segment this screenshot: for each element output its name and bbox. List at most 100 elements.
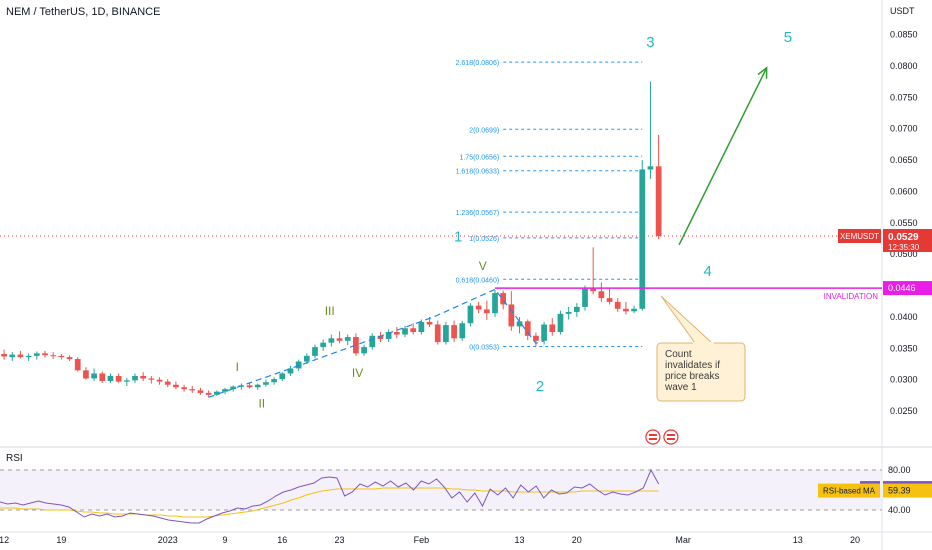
- candle-bearish: [426, 321, 433, 325]
- candle-bullish: [573, 306, 580, 312]
- candle-bullish: [647, 166, 654, 170]
- candle-bearish: [549, 324, 556, 333]
- candle-bullish: [279, 373, 286, 380]
- candle-bearish: [655, 166, 662, 236]
- candle-bullish: [33, 353, 40, 356]
- time-tick-label: 13: [793, 535, 803, 545]
- candle-bearish: [197, 390, 204, 393]
- time-tick-label: 2023: [158, 535, 178, 545]
- candle-bearish: [475, 305, 482, 310]
- last-price-value: 0.0529: [888, 232, 919, 243]
- impulse-wave-label: 5: [784, 29, 792, 46]
- candle-bullish: [132, 375, 138, 381]
- candle-bullish: [385, 332, 392, 339]
- candle-bearish: [410, 328, 417, 333]
- candle-bearish: [115, 375, 122, 382]
- candle-bearish: [614, 301, 621, 309]
- candle-bearish: [623, 308, 629, 312]
- candle-bullish: [582, 288, 588, 307]
- rsi-ma-value-badge[interactable]: [883, 483, 932, 498]
- time-axis[interactable]: 12 19 2023 9 16 23 Feb 13 20 Mar 13 20: [0, 531, 932, 545]
- price-tick-label: 0.0600: [890, 186, 918, 196]
- time-tick-label: Mar: [675, 535, 691, 545]
- price-tick-label: 0.0650: [890, 155, 918, 165]
- time-tick-label: 16: [277, 535, 287, 545]
- candle-bullish: [263, 382, 269, 385]
- fib-level-label: 0(0.0353): [469, 344, 499, 351]
- candle-bullish: [557, 313, 564, 333]
- last-price-badge[interactable]: [883, 228, 932, 252]
- invalidation-price-badge[interactable]: [883, 281, 932, 296]
- us-event-flag-icon[interactable]: [645, 429, 661, 445]
- candle-bearish: [353, 337, 359, 354]
- candle-bullish: [303, 355, 310, 362]
- candle-bearish: [156, 379, 163, 382]
- wave-5-projection-arrow[interactable]: [678, 67, 768, 246]
- candle-bullish: [402, 328, 408, 335]
- candle-bullish: [91, 373, 97, 379]
- candle-bearish: [74, 359, 81, 371]
- time-tick-label: 23: [335, 535, 345, 545]
- candle-bullish: [492, 293, 498, 314]
- candle-bearish: [1, 353, 7, 357]
- candle-bullish: [639, 169, 646, 309]
- candle-bullish: [328, 338, 335, 343]
- rsi-ma-name-label: RSI-based MA: [823, 487, 876, 496]
- elliott-wave-annotations[interactable]: INVALIDATION12345IIIIIIIVVCountinvalidat…: [208, 29, 882, 445]
- rsi-ma-name-badge[interactable]: [818, 483, 880, 498]
- time-tick-label: 9: [222, 535, 227, 545]
- price-tick-label: 0.0250: [890, 406, 918, 416]
- candle-countdown: 12:35:30: [888, 243, 920, 252]
- flag-stripe: [648, 438, 657, 440]
- candle-bearish: [189, 389, 196, 391]
- candle-bearish: [58, 355, 65, 358]
- wave-path: [208, 288, 545, 398]
- candle-bearish: [246, 385, 253, 388]
- impulse-wave-label: 4: [704, 263, 712, 280]
- candle-bullish: [107, 375, 114, 381]
- sub-wave-label: I: [236, 360, 239, 374]
- price-axis[interactable]: USDT 0.0850 0.0800 0.0750 0.0700 0.0650 0.0600…: [838, 6, 932, 416]
- candle-bearish: [140, 375, 147, 379]
- note-text-line: price breaks: [665, 371, 719, 382]
- candle-bullish: [516, 321, 523, 327]
- fib-level-label: 1.75(0.0656): [459, 154, 499, 161]
- candle-bullish: [9, 354, 16, 358]
- us-event-flag-icon[interactable]: [663, 429, 679, 445]
- candle-bullish: [320, 342, 327, 348]
- candle-bearish: [205, 392, 212, 395]
- candle-bullish: [295, 361, 302, 369]
- price-tick-label: 0.0700: [890, 124, 918, 134]
- impulse-wave-label: 3: [646, 34, 654, 51]
- candlestick-series: [1, 81, 662, 398]
- invalidation-price-value: 0.0446: [888, 283, 916, 293]
- fib-level-label: 1(0.0526): [469, 236, 499, 243]
- candle-bearish: [17, 354, 24, 358]
- sub-wave-label: III: [325, 304, 335, 318]
- candle-bearish: [483, 309, 490, 314]
- arrow-head-icon: [757, 66, 768, 79]
- time-tick-label: 13: [515, 535, 525, 545]
- symbol-badge[interactable]: [838, 228, 881, 243]
- fib-extension-tool[interactable]: 2.618(0.0806) 2(0.0699) 1.75(0.0656) 1.618(…: [456, 60, 643, 351]
- candle-bullish: [344, 337, 351, 341]
- price-tick-label: 0.0850: [890, 30, 918, 40]
- rsi-line: [0, 468, 660, 524]
- candle-bearish: [173, 384, 179, 388]
- candle-bearish: [598, 291, 605, 299]
- candle-bearish: [336, 338, 343, 341]
- price-tick-label: 0.0350: [890, 343, 918, 353]
- sub-wave-label: V: [479, 259, 487, 273]
- candle-bearish: [393, 332, 400, 335]
- candle-bearish: [434, 324, 441, 343]
- rsi-ma-value: 59.39: [888, 486, 911, 496]
- candle-bearish: [533, 335, 539, 341]
- rsi-pane-title: RSI: [6, 453, 23, 464]
- impulse-wave-label: 1: [454, 229, 462, 246]
- candle-bullish: [230, 386, 237, 390]
- candle-bullish: [271, 379, 277, 383]
